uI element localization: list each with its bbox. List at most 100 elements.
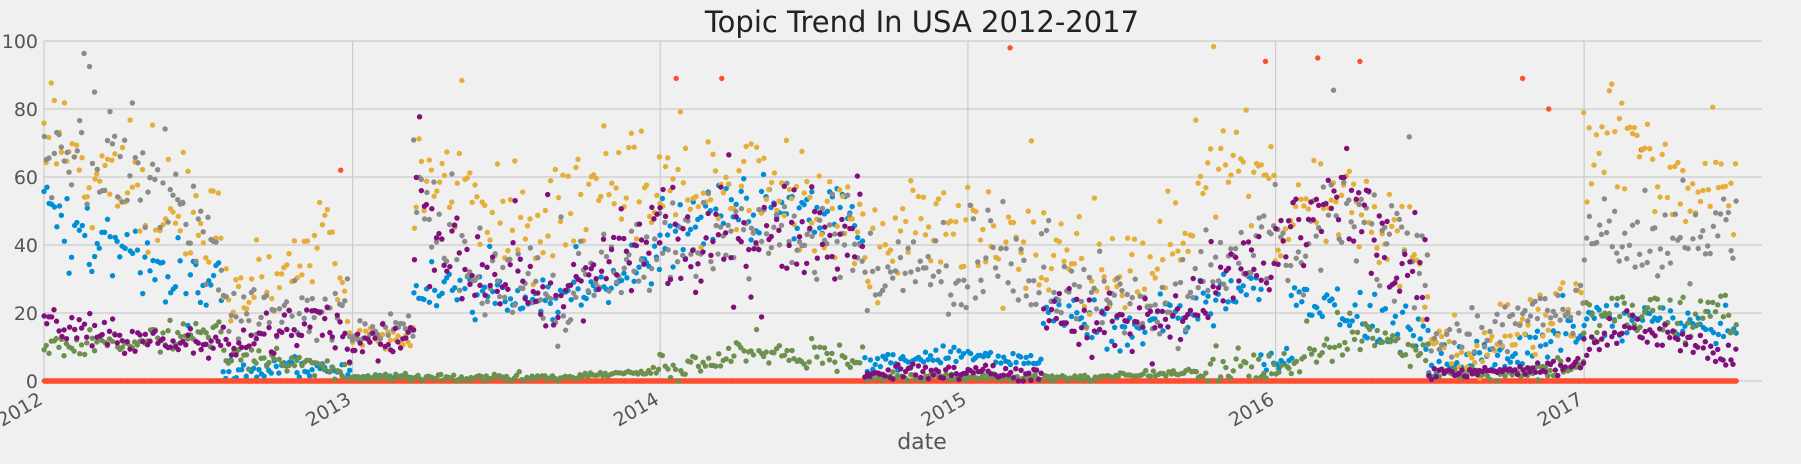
data-point (1223, 285, 1229, 292)
data-point (1172, 200, 1179, 206)
data-point (256, 321, 262, 327)
data-point (1662, 212, 1668, 218)
data-point (1448, 360, 1455, 367)
data-point (1109, 235, 1116, 242)
data-point (1557, 358, 1564, 364)
data-point (753, 144, 760, 150)
data-point (1703, 326, 1709, 333)
data-point (1000, 198, 1006, 205)
data-point (1642, 187, 1648, 194)
data-point (705, 190, 712, 197)
data-point (175, 213, 182, 220)
data-point (885, 351, 891, 358)
data-point (1119, 292, 1125, 299)
data-point (426, 216, 432, 223)
data-point (733, 226, 740, 233)
data-point (1391, 298, 1398, 304)
data-point (695, 204, 702, 210)
data-point (496, 293, 503, 300)
data-point (203, 302, 209, 308)
data-point (311, 314, 317, 321)
data-point (1555, 292, 1561, 299)
data-point (600, 236, 607, 242)
data-point (1732, 161, 1739, 167)
data-point (1198, 248, 1204, 255)
data-point (522, 236, 529, 242)
data-point (687, 206, 693, 212)
data-point (1680, 167, 1686, 174)
data-point (1730, 255, 1736, 261)
data-point (789, 347, 795, 354)
data-point (1225, 299, 1231, 305)
data-point (316, 199, 323, 206)
data-point (603, 150, 609, 157)
data-point (198, 346, 204, 353)
data-point (1557, 317, 1563, 323)
data-point (1285, 277, 1291, 284)
data-point (1544, 307, 1551, 314)
data-point (172, 284, 179, 290)
data-point (1248, 270, 1254, 276)
data-point (1286, 365, 1292, 371)
data-point (1182, 230, 1188, 237)
data-point (905, 359, 911, 365)
data-point (1689, 181, 1696, 187)
data-point (266, 253, 272, 260)
data-point (1667, 297, 1673, 303)
data-point (1177, 279, 1184, 286)
data-point (449, 228, 455, 234)
data-point (580, 318, 587, 324)
data-point-outlier (1315, 55, 1321, 61)
data-point (431, 179, 437, 185)
data-point (867, 230, 874, 236)
data-point (1695, 321, 1701, 328)
data-point (286, 362, 292, 369)
data-point (114, 203, 121, 209)
data-point (1074, 309, 1080, 316)
data-point (1058, 221, 1064, 227)
data-point (1320, 184, 1327, 190)
data-point (462, 238, 468, 245)
data-point (423, 178, 430, 184)
data-point (665, 155, 671, 161)
data-point (481, 284, 488, 290)
data-point (1325, 212, 1332, 218)
data-point (811, 344, 818, 350)
data-point (1329, 358, 1335, 364)
data-point (187, 326, 194, 332)
data-point (1537, 295, 1543, 302)
data-point (690, 247, 696, 253)
data-point (1349, 318, 1355, 324)
data-point (1695, 315, 1702, 321)
data-point (927, 281, 934, 288)
data-point (1479, 358, 1486, 365)
data-point (1512, 341, 1518, 348)
data-point (1404, 230, 1410, 236)
data-point (1119, 287, 1125, 294)
data-point (1512, 351, 1518, 357)
data-point (1619, 100, 1625, 106)
data-point (1710, 299, 1716, 306)
data-point (324, 358, 330, 364)
data-point (99, 331, 105, 338)
data-point (910, 239, 917, 245)
data-point (568, 296, 574, 303)
data-point (1346, 168, 1353, 175)
data-point (756, 230, 762, 236)
data-point (766, 186, 772, 193)
data-point (41, 120, 47, 126)
data-point (794, 225, 800, 232)
data-point (502, 298, 508, 305)
data-point (738, 188, 744, 195)
data-point (309, 366, 315, 373)
data-point (740, 226, 747, 233)
data-point (537, 239, 544, 245)
data-point (1055, 297, 1062, 303)
data-point (672, 228, 679, 234)
data-point (357, 318, 363, 324)
data-point (99, 153, 105, 159)
data-point (117, 153, 123, 160)
data-point (1512, 320, 1519, 327)
data-point (947, 218, 954, 224)
data-point (1041, 210, 1047, 216)
